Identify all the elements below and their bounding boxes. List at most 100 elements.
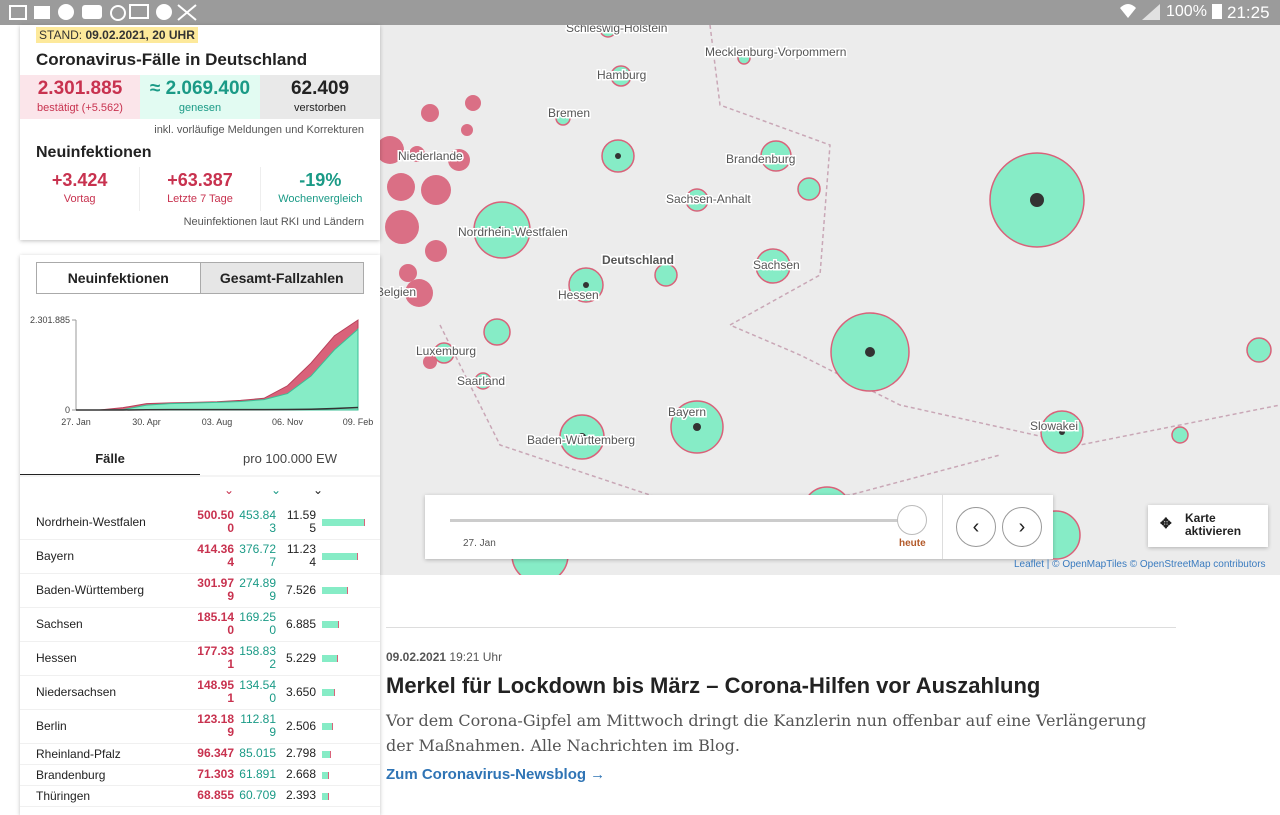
next-button[interactable]: › [1002, 507, 1042, 547]
cell: 185.140 [192, 607, 234, 641]
bar-cell [316, 539, 380, 573]
bar-active [364, 519, 365, 526]
cell: 85.015 [234, 743, 276, 764]
attribution: Leaflet | © OpenMapTiles © OpenStreetMap… [1014, 559, 1266, 570]
map-label: Saarland [457, 374, 505, 388]
cell: 60.709 [234, 785, 276, 806]
tab-active[interactable]: Gesamt-Fallzahlen [200, 263, 364, 293]
timeline-handle[interactable] [897, 505, 927, 535]
battery: 100% [1166, 3, 1207, 21]
bar-cell [316, 743, 380, 764]
bar-cell [316, 764, 380, 785]
bar-recovered [322, 621, 338, 628]
bar-recovered [322, 587, 347, 594]
cell: 11.595 [276, 505, 316, 539]
timeline: 27. Jan heute ‹ › [425, 495, 1053, 559]
article-body: Vor dem Corona-Gipfel am Mittwoch dringt… [386, 708, 1176, 758]
bar-active [347, 587, 348, 594]
clock: 21:25 [1227, 3, 1270, 23]
map-label: Mecklenburg-Vorpommern [705, 45, 846, 59]
cell: 2.798 [276, 743, 316, 764]
cell: Niedersachsen [20, 675, 192, 709]
cell: 274.899 [234, 573, 276, 607]
cell: 96.347 [192, 743, 234, 764]
cell: 158.832 [234, 641, 276, 675]
map-label: Belgien [380, 285, 416, 299]
article-link[interactable]: Zum Coronavirus-Newsblog → [386, 766, 1176, 783]
map-label: Brandenburg [726, 152, 795, 166]
cell: 112.819 [234, 709, 276, 743]
map-label: Niederlande [398, 149, 463, 163]
cell: Sachsen [20, 607, 192, 641]
bar-recovered [322, 751, 330, 758]
bar-recovered [322, 655, 337, 662]
cell: 71.303 [192, 764, 234, 785]
cell: 414.364 [192, 539, 234, 573]
cell: Hessen [20, 641, 192, 675]
bar-cell [316, 709, 380, 743]
x-tick-label: 06. Nov [272, 417, 304, 427]
map-label: Deutschland [602, 253, 674, 267]
article-headline[interactable]: Merkel für Lockdown bis März – Corona-Hi… [386, 673, 1176, 699]
article-time: 19:21 Uhr [449, 650, 502, 664]
bar-cell [316, 675, 380, 709]
cell: 2.506 [276, 709, 316, 743]
bar-cell [316, 505, 380, 539]
activate-map-button[interactable]: ✥Karte aktivieren [1148, 505, 1268, 547]
prev-button[interactable]: ‹ [956, 507, 996, 547]
bar-cell [316, 573, 380, 607]
x-tick-label: 30. Apr [132, 417, 161, 427]
map-label: Schleswig-Holstein [566, 25, 667, 35]
x-tick-label: 27. Jan [61, 417, 91, 427]
cell: Brandenburg [20, 764, 192, 785]
map-label: Bayern [668, 405, 706, 419]
bar-active [337, 655, 338, 662]
cell: Thüringen [20, 785, 192, 806]
map: Schleswig-Holstein Hamburg Mecklenburg-Vor… [380, 25, 1280, 575]
map-label: Sachsen-Anhalt [666, 192, 751, 206]
bar-recovered [322, 689, 334, 696]
sub-tab-active[interactable]: Fälle [20, 445, 200, 477]
cell: Nordrhein-Westfalen [20, 505, 192, 539]
totals-note: inkl. vorläufige Meldungen und Korrektur… [154, 124, 364, 136]
stand-date: 09.02.2021, 20 UHR [85, 28, 194, 42]
cell: 500.500 [192, 505, 234, 539]
new-title: Neuinfektionen [36, 144, 152, 162]
stand: STAND: 09.02.2021, 20 UHR [36, 27, 198, 43]
bar-recovered [322, 723, 332, 730]
map-label: Hamburg [597, 68, 646, 82]
tab[interactable]: Neuinfektionen [37, 263, 200, 293]
map-label: Luxemburg [416, 344, 476, 358]
timeline-start: 27. Jan [463, 538, 496, 549]
summary-title: Coronavirus-Fälle in Deutschland [36, 50, 307, 70]
map-label: Slowakei [1030, 419, 1078, 433]
new-compare: -19%Wochenvergleich [261, 167, 380, 211]
sub-tab[interactable]: pro 100.000 EW [200, 445, 380, 477]
cell: 7.526 [276, 573, 316, 607]
map-canvas: Schleswig-Holstein Hamburg Mecklenburg-Vor… [380, 25, 1280, 575]
y-tick-label: 0 [65, 405, 70, 415]
cell: Berlin [20, 709, 192, 743]
cell: 177.331 [192, 641, 234, 675]
map-label: Baden-Württemberg [527, 433, 635, 447]
map-label: Sachsen [753, 258, 800, 272]
cell: 61.891 [234, 764, 276, 785]
notification-icons [8, 0, 208, 25]
article: 09.02.2021 19:21 Uhr Merkel für Lockdown… [386, 627, 1176, 783]
status-bar: 100% 21:25 [0, 0, 1280, 25]
activate-label: Karte aktivieren [1185, 511, 1241, 538]
bar-cell [316, 607, 380, 641]
